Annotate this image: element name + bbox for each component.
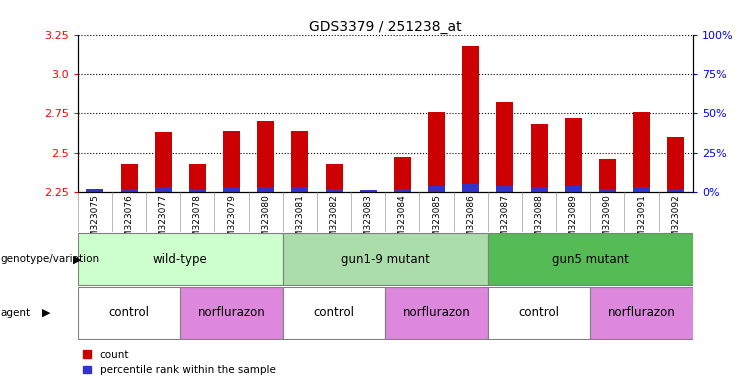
Bar bbox=[291, 131, 308, 192]
Bar bbox=[180, 287, 283, 339]
Bar bbox=[565, 118, 582, 192]
Bar bbox=[462, 46, 479, 192]
Bar bbox=[155, 132, 172, 192]
Bar bbox=[325, 189, 342, 192]
Bar bbox=[121, 189, 138, 192]
Bar bbox=[599, 189, 616, 192]
Text: GSM323078: GSM323078 bbox=[193, 194, 202, 249]
Bar bbox=[428, 112, 445, 192]
Title: GDS3379 / 251238_at: GDS3379 / 251238_at bbox=[309, 20, 462, 33]
Text: GSM323075: GSM323075 bbox=[90, 194, 99, 249]
Bar bbox=[488, 287, 591, 339]
Bar bbox=[78, 287, 180, 339]
Bar bbox=[428, 186, 445, 192]
Bar bbox=[189, 189, 206, 192]
Text: GSM323089: GSM323089 bbox=[569, 194, 578, 249]
Bar bbox=[283, 233, 488, 285]
Bar bbox=[496, 102, 514, 192]
Bar bbox=[591, 287, 693, 339]
Bar bbox=[667, 137, 684, 192]
Text: GSM323084: GSM323084 bbox=[398, 194, 407, 249]
Text: gun5 mutant: gun5 mutant bbox=[552, 253, 629, 266]
Bar bbox=[599, 159, 616, 192]
Text: control: control bbox=[519, 306, 559, 319]
Text: GSM323079: GSM323079 bbox=[227, 194, 236, 249]
Bar bbox=[462, 184, 479, 192]
Bar bbox=[257, 187, 274, 192]
Text: ▶: ▶ bbox=[73, 254, 81, 264]
Text: GSM323090: GSM323090 bbox=[603, 194, 612, 249]
Bar bbox=[359, 190, 376, 192]
Bar bbox=[121, 164, 138, 192]
Bar bbox=[385, 287, 488, 339]
Bar bbox=[496, 186, 514, 192]
Bar bbox=[87, 189, 104, 192]
Text: control: control bbox=[313, 306, 354, 319]
Bar bbox=[531, 124, 548, 192]
Text: norflurazon: norflurazon bbox=[402, 306, 471, 319]
Bar bbox=[633, 187, 650, 192]
Text: GSM323080: GSM323080 bbox=[262, 194, 270, 249]
Bar bbox=[283, 287, 385, 339]
Bar bbox=[394, 189, 411, 192]
Bar bbox=[78, 233, 283, 285]
Bar bbox=[155, 187, 172, 192]
Text: agent: agent bbox=[1, 308, 31, 318]
Bar bbox=[223, 131, 240, 192]
Text: GSM323077: GSM323077 bbox=[159, 194, 167, 249]
Text: GSM323087: GSM323087 bbox=[500, 194, 509, 249]
Bar bbox=[565, 186, 582, 192]
Bar bbox=[291, 187, 308, 192]
Text: GSM323085: GSM323085 bbox=[432, 194, 441, 249]
Bar bbox=[87, 190, 104, 192]
Text: gun1-9 mutant: gun1-9 mutant bbox=[341, 253, 430, 266]
Bar bbox=[223, 187, 240, 192]
Text: genotype/variation: genotype/variation bbox=[1, 254, 100, 264]
Bar bbox=[257, 121, 274, 192]
Bar bbox=[325, 164, 342, 192]
Text: GSM323091: GSM323091 bbox=[637, 194, 646, 249]
Bar bbox=[633, 112, 650, 192]
Text: norflurazon: norflurazon bbox=[198, 306, 265, 319]
Text: control: control bbox=[109, 306, 150, 319]
Text: GSM323082: GSM323082 bbox=[330, 194, 339, 249]
Text: GSM323083: GSM323083 bbox=[364, 194, 373, 249]
Text: GSM323088: GSM323088 bbox=[534, 194, 544, 249]
Text: GSM323092: GSM323092 bbox=[671, 194, 680, 249]
Bar bbox=[531, 187, 548, 192]
Text: GSM323076: GSM323076 bbox=[124, 194, 133, 249]
Legend: count, percentile rank within the sample: count, percentile rank within the sample bbox=[83, 350, 276, 375]
Bar bbox=[189, 164, 206, 192]
Bar bbox=[488, 233, 693, 285]
Text: ▶: ▶ bbox=[42, 308, 50, 318]
Bar bbox=[394, 157, 411, 192]
Bar bbox=[359, 190, 376, 192]
Bar bbox=[667, 189, 684, 192]
Text: GSM323086: GSM323086 bbox=[466, 194, 475, 249]
Text: norflurazon: norflurazon bbox=[608, 306, 676, 319]
Text: GSM323081: GSM323081 bbox=[296, 194, 305, 249]
Text: wild-type: wild-type bbox=[153, 253, 207, 266]
